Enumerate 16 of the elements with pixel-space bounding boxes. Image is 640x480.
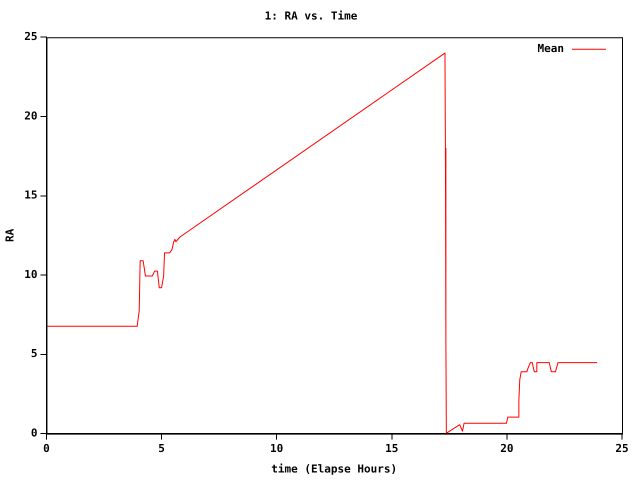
y-tick-label: 5 [30,347,38,360]
x-tick-label: 25 [615,442,629,456]
x-tick-label: 10 [270,442,284,456]
y-axis-title: RA [3,228,16,242]
chart-title: 1: RA vs. Time [264,9,358,22]
x-tick-label: 15 [385,442,398,456]
x-tick-label: 5 [158,442,165,456]
x-tick-label: 20 [500,442,514,456]
y-tick-label: 20 [24,109,38,122]
x-axis-title: time (Elapse Hours) [271,462,398,476]
y-tick-label: 10 [24,268,38,281]
y-tick-label: 0 [30,426,38,440]
y-tick-label: 15 [24,188,38,202]
y-tick-label: 25 [24,30,38,44]
legend-label: Mean [538,42,564,56]
x-tick-label: 0 [43,442,50,456]
